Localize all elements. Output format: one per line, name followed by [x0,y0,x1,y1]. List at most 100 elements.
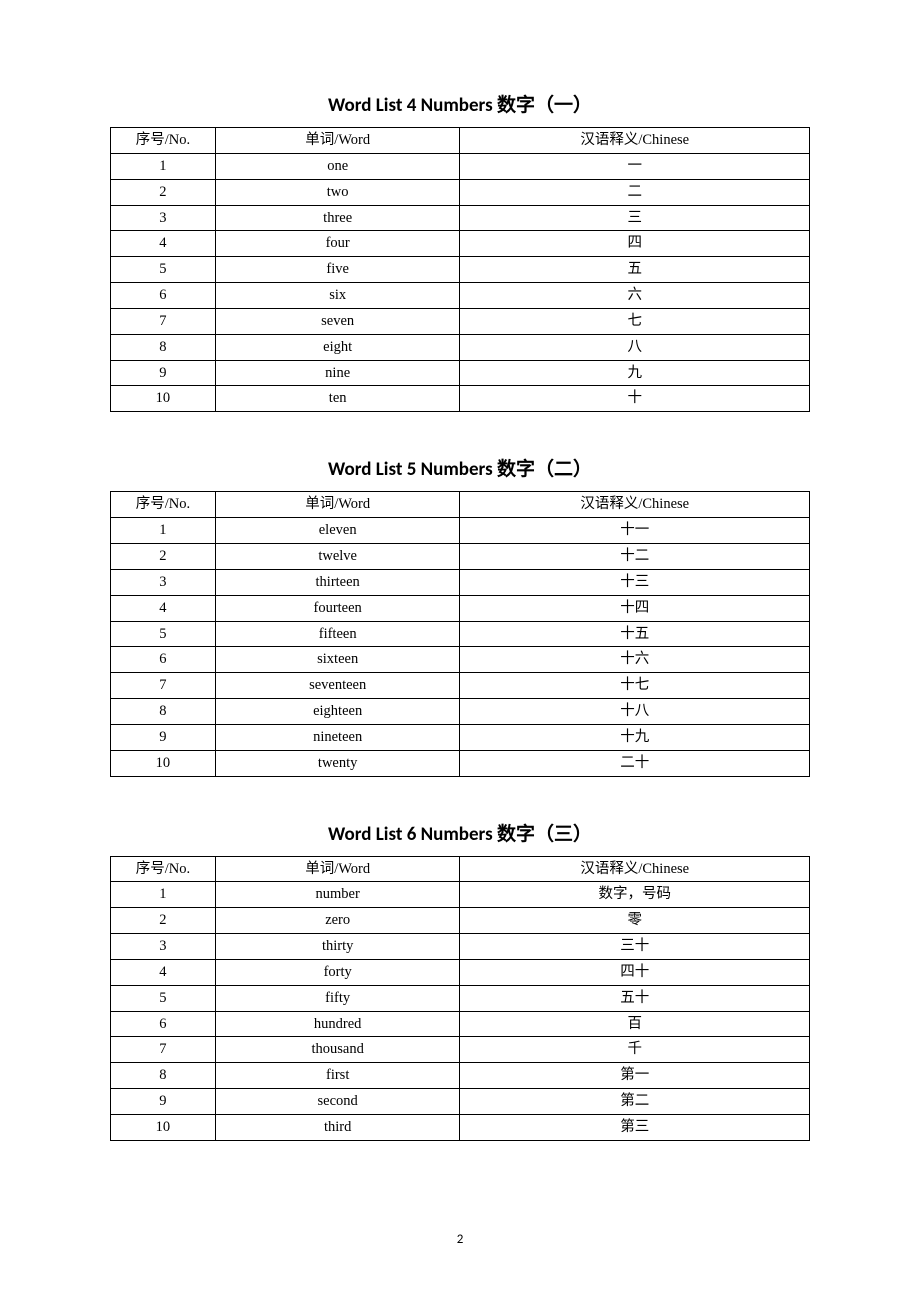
section-title: Word List 4 Numbers 数字（一） [110,90,810,117]
table-cell: 4 [111,959,216,985]
table-cell: 1 [111,518,216,544]
table-cell: seventeen [215,673,460,699]
table-row: 7seven七 [111,308,810,334]
table-cell: 八 [460,334,810,360]
table-header-cell: 序号/No. [111,492,216,518]
table-cell: fifty [215,985,460,1011]
table-cell: 千 [460,1037,810,1063]
table-cell: 七 [460,308,810,334]
table-cell: 三十 [460,934,810,960]
table-cell: thousand [215,1037,460,1063]
table-row: 8eighteen十八 [111,699,810,725]
table-header-cell: 单词/Word [215,856,460,882]
table-row: 7seventeen十七 [111,673,810,699]
table-row: 2two二 [111,179,810,205]
table-cell: fourteen [215,595,460,621]
page-number: 2 [0,1232,920,1247]
table-cell: nine [215,360,460,386]
table-cell: four [215,231,460,257]
document-body: Word List 4 Numbers 数字（一）序号/No.单词/Word汉语… [110,90,810,1141]
table-cell: 第二 [460,1089,810,1115]
table-cell: 6 [111,647,216,673]
table-cell: 5 [111,985,216,1011]
table-row: 6six六 [111,283,810,309]
table-cell: ten [215,386,460,412]
table-cell: 五 [460,257,810,283]
table-cell: eleven [215,518,460,544]
table-cell: thirteen [215,569,460,595]
table-cell: 8 [111,699,216,725]
table-cell: number [215,882,460,908]
table-row: 2twelve十二 [111,543,810,569]
table-cell: 10 [111,386,216,412]
word-list-section: Word List 6 Numbers 数字（三）序号/No.单词/Word汉语… [110,819,810,1141]
table-row: 3thirteen十三 [111,569,810,595]
table-header-cell: 单词/Word [215,128,460,154]
table-header-cell: 汉语释义/Chinese [460,492,810,518]
table-cell: 7 [111,1037,216,1063]
table-row: 6sixteen十六 [111,647,810,673]
table-cell: 零 [460,908,810,934]
table-cell: third [215,1115,460,1141]
table-row: 6hundred百 [111,1011,810,1037]
table-cell: 十一 [460,518,810,544]
table-row: 3thirty三十 [111,934,810,960]
table-cell: 十 [460,386,810,412]
section-title: Word List 5 Numbers 数字（二） [110,454,810,481]
table-row: 3three三 [111,205,810,231]
table-cell: 十七 [460,673,810,699]
table-cell: three [215,205,460,231]
word-list-table: 序号/No.单词/Word汉语释义/Chinese1eleven十一2twelv… [110,491,810,776]
table-cell: 五十 [460,985,810,1011]
table-cell: one [215,153,460,179]
table-cell: 第一 [460,1063,810,1089]
table-row: 10ten十 [111,386,810,412]
table-row: 9nine九 [111,360,810,386]
table-cell: first [215,1063,460,1089]
table-row: 4fourteen十四 [111,595,810,621]
table-cell: seven [215,308,460,334]
table-cell: second [215,1089,460,1115]
table-row: 1one一 [111,153,810,179]
table-cell: eight [215,334,460,360]
table-cell: twenty [215,750,460,776]
table-cell: 一 [460,153,810,179]
table-cell: 10 [111,1115,216,1141]
table-cell: 10 [111,750,216,776]
table-header-cell: 汉语释义/Chinese [460,128,810,154]
table-header-row: 序号/No.单词/Word汉语释义/Chinese [111,128,810,154]
table-cell: hundred [215,1011,460,1037]
table-cell: 第三 [460,1115,810,1141]
table-cell: nineteen [215,724,460,750]
table-header-row: 序号/No.单词/Word汉语释义/Chinese [111,492,810,518]
table-row: 4forty四十 [111,959,810,985]
table-cell: 7 [111,673,216,699]
table-cell: 1 [111,153,216,179]
table-cell: 9 [111,724,216,750]
table-cell: 四十 [460,959,810,985]
table-cell: 2 [111,908,216,934]
table-row: 5fifty五十 [111,985,810,1011]
table-header-cell: 单词/Word [215,492,460,518]
table-cell: two [215,179,460,205]
section-title: Word List 6 Numbers 数字（三） [110,819,810,846]
table-row: 5fifteen十五 [111,621,810,647]
table-cell: five [215,257,460,283]
table-cell: 4 [111,231,216,257]
table-cell: 十三 [460,569,810,595]
table-cell: 8 [111,334,216,360]
table-header-cell: 汉语释义/Chinese [460,856,810,882]
table-cell: 5 [111,257,216,283]
table-cell: six [215,283,460,309]
table-cell: eighteen [215,699,460,725]
table-cell: 2 [111,179,216,205]
table-cell: 3 [111,205,216,231]
table-row: 8eight八 [111,334,810,360]
table-cell: 二十 [460,750,810,776]
table-cell: thirty [215,934,460,960]
table-cell: 十六 [460,647,810,673]
table-cell: 2 [111,543,216,569]
table-cell: zero [215,908,460,934]
table-cell: 9 [111,1089,216,1115]
table-cell: twelve [215,543,460,569]
